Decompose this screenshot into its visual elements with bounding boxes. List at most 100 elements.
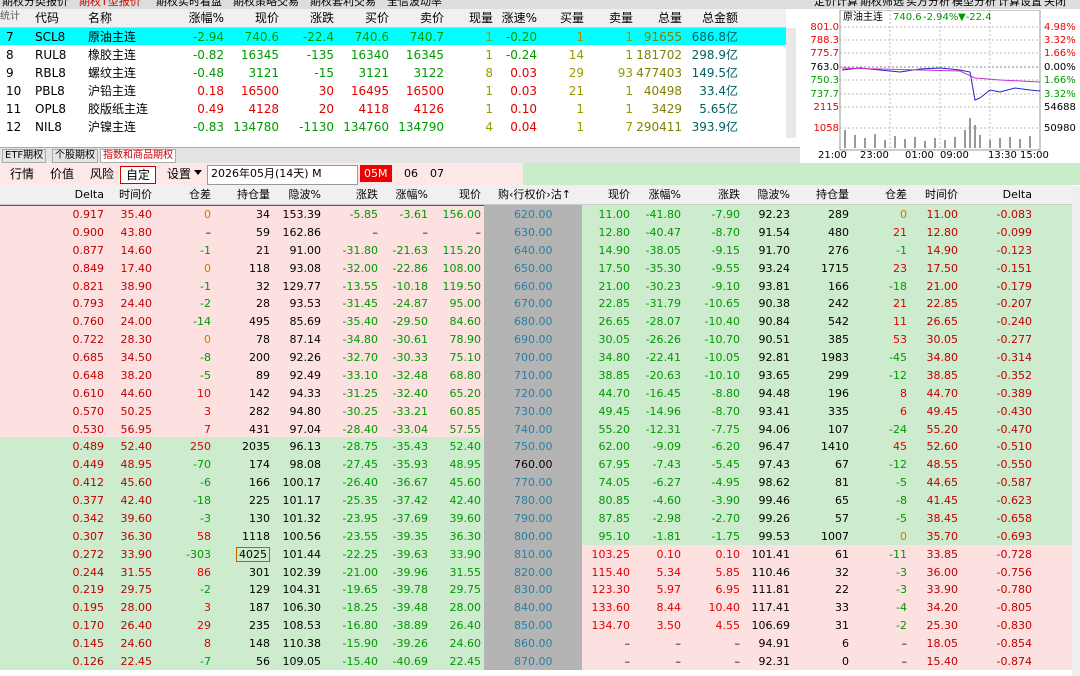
option-cell: 84.60	[449, 315, 482, 329]
option-cell: 53	[893, 333, 907, 347]
option-cell: 830.00	[514, 583, 553, 597]
toolbar-button[interactable]: 风险	[90, 167, 115, 181]
top-tab[interactable]: 定价计算	[814, 0, 858, 8]
settings-button[interactable]: 设置	[167, 167, 192, 181]
top-tab[interactable]: 买方分析	[906, 0, 950, 8]
option-cell: -32.00	[342, 261, 378, 275]
toolbar-button[interactable]: 价值	[50, 167, 75, 181]
option-cell: 109.05	[282, 655, 322, 668]
month-tab[interactable]: 06	[404, 167, 418, 180]
month-tab[interactable]: 07	[430, 167, 444, 180]
quote-cell: 9	[6, 66, 14, 80]
quote-cell: -0.48	[192, 66, 224, 80]
call-row-bg	[0, 508, 484, 527]
call-row-bg	[0, 312, 484, 331]
quote-cell: 4	[485, 120, 493, 134]
axis-label: 1058	[813, 123, 839, 134]
option-cell: 91.00	[289, 243, 322, 257]
option-cell: -20.63	[645, 368, 681, 382]
option-cell: -12	[889, 368, 907, 382]
option-cell: 156.00	[442, 208, 482, 221]
option-cell: -0.352	[996, 368, 1032, 382]
panel-tab[interactable]: ETF期权	[2, 149, 47, 163]
chart-price: 740.6	[893, 12, 922, 23]
strike-bg	[484, 562, 582, 581]
column-header: 现量	[468, 11, 493, 25]
panel-tab[interactable]: 个股期权	[52, 149, 98, 163]
option-cell: -0.693	[996, 529, 1032, 543]
panel-tab[interactable]: 指数和商品期权	[100, 149, 176, 163]
option-cell: 15.40	[926, 655, 959, 668]
top-tab[interactable]: 期权实时看盘	[156, 0, 222, 8]
option-cell: 81	[835, 476, 849, 490]
option-cell: 17.40	[120, 261, 153, 275]
option-cell: 98.08	[289, 458, 322, 472]
column-header: 隐波%	[757, 188, 790, 201]
option-cell: –	[901, 637, 908, 651]
column-header: 现价	[254, 11, 279, 25]
option-cell: 87.85	[598, 511, 631, 525]
toolbar-button[interactable]: 自定	[120, 166, 157, 184]
option-cell: -45	[889, 351, 907, 365]
strike-bg	[484, 491, 582, 510]
top-tab[interactable]: 期权分类报价	[2, 0, 68, 8]
column-header: 涨跌	[718, 188, 740, 201]
quote-cell: 740.6	[244, 30, 279, 44]
quote-cell: 12	[6, 120, 22, 134]
call-row-bg	[0, 544, 484, 563]
toolbar	[523, 163, 1080, 185]
option-cell: 0.342	[72, 511, 105, 525]
option-cell: -16.45	[645, 386, 681, 400]
option-cell: -26.40	[342, 476, 378, 490]
option-cell: -0.430	[996, 404, 1032, 418]
call-row-bg	[0, 383, 484, 402]
option-cell: -8	[896, 494, 907, 508]
option-cell: 93.41	[758, 404, 791, 418]
quote-cell: 螺纹主连	[88, 66, 137, 80]
top-tab[interactable]: 计算设置	[998, 0, 1042, 8]
column-header: 卖价	[419, 11, 444, 25]
scrollbar[interactable]	[1072, 186, 1080, 676]
quote-cell: RUL8	[35, 48, 67, 62]
option-cell: -0.151	[996, 261, 1032, 275]
option-cell: -70	[193, 458, 211, 472]
option-cell: -6.27	[652, 476, 681, 490]
top-tab[interactable]: 期权套利交易	[310, 0, 376, 8]
strike-bg	[484, 258, 582, 277]
option-cell: 65.20	[449, 386, 482, 400]
option-cell: 0.272	[72, 547, 105, 561]
top-tab[interactable]: 全信波动率	[387, 0, 442, 8]
option-cell: 24.60	[449, 637, 482, 651]
strike-bg	[484, 419, 582, 438]
option-cell: 0.760	[72, 315, 105, 329]
option-cell: 4025	[236, 546, 270, 562]
option-cell: 840.00	[514, 601, 553, 615]
option-cell: 49.45	[926, 404, 959, 418]
month-tab[interactable]: 05M	[360, 165, 392, 182]
toolbar-button[interactable]: 行情	[10, 167, 35, 181]
option-cell: –	[475, 225, 482, 239]
scrollbar[interactable]	[786, 28, 796, 138]
top-tab[interactable]: 期权筛选	[860, 0, 904, 8]
axis-label: 3.32%	[1044, 35, 1076, 46]
option-cell: 90.51	[758, 333, 791, 347]
option-cell: 36.30	[120, 529, 153, 543]
top-tab[interactable]: 期权T型报价	[79, 0, 141, 8]
quote-cell: 0.03	[510, 66, 537, 80]
top-tab[interactable]: 关闭	[1044, 0, 1066, 8]
top-tab[interactable]: 期权策略交易	[233, 0, 299, 8]
option-cell: 21	[893, 225, 907, 239]
axis-label: 1.66%	[1044, 48, 1076, 59]
option-cell: 43.80	[120, 225, 153, 239]
option-cell: –	[205, 225, 212, 239]
quote-cell: -1130	[299, 120, 334, 134]
option-cell: 95.00	[449, 297, 482, 311]
put-row-bg	[582, 491, 1072, 510]
month-select[interactable]: 2026年05月(14天) M	[207, 165, 358, 185]
option-cell: 23	[893, 261, 907, 275]
option-cell: 42.40	[449, 494, 482, 508]
option-cell: -3.90	[711, 494, 740, 508]
top-tab[interactable]: 模型分析	[952, 0, 996, 8]
option-cell: 0	[204, 261, 211, 275]
option-cell: 5.34	[656, 565, 682, 579]
